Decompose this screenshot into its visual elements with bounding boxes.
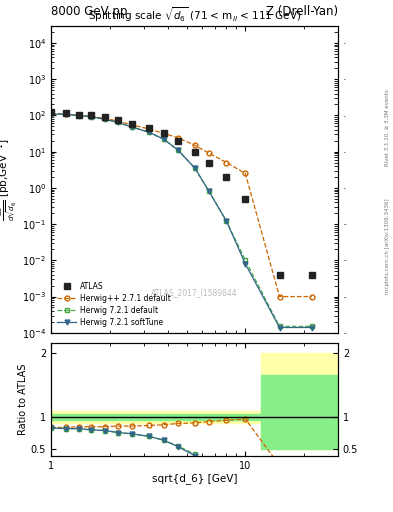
Title: Splitting scale $\sqrt{d_6}$ (71 < m$_{ll}$ < 111 GeV): Splitting scale $\sqrt{d_6}$ (71 < m$_{l… bbox=[88, 5, 301, 24]
Text: Z (Drell-Yan): Z (Drell-Yan) bbox=[266, 5, 338, 18]
Text: ATLAS_2017_I1589844: ATLAS_2017_I1589844 bbox=[151, 288, 238, 297]
Text: mcplots.cern.ch [arXiv:1306.3436]: mcplots.cern.ch [arXiv:1306.3436] bbox=[385, 198, 389, 293]
Text: Rivet 3.1.10, ≥ 3.3M events: Rivet 3.1.10, ≥ 3.3M events bbox=[385, 90, 389, 166]
X-axis label: sqrt{d_6} [GeV]: sqrt{d_6} [GeV] bbox=[152, 473, 237, 484]
Legend: ATLAS, Herwig++ 2.7.1 default, Herwig 7.2.1 default, Herwig 7.2.1 softTune: ATLAS, Herwig++ 2.7.1 default, Herwig 7.… bbox=[55, 279, 173, 329]
Y-axis label: Ratio to ATLAS: Ratio to ATLAS bbox=[18, 364, 28, 435]
Text: 8000 GeV pp: 8000 GeV pp bbox=[51, 5, 127, 18]
Y-axis label: $\frac{d\sigma}{d\sqrt{d_6}}$ [pb,GeV$^{-1}$]: $\frac{d\sigma}{d\sqrt{d_6}}$ [pb,GeV$^{… bbox=[0, 138, 19, 221]
